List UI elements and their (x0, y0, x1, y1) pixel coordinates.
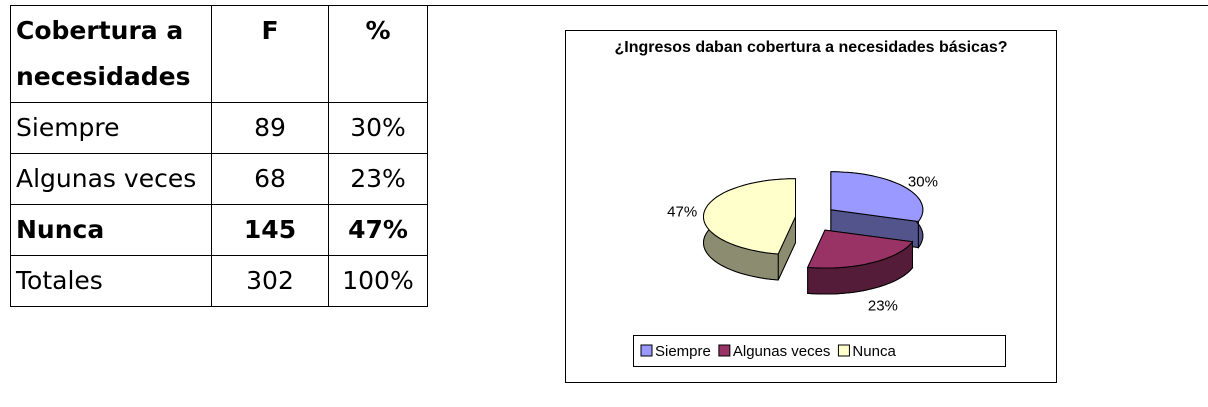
slice-top (830, 171, 924, 223)
cell: 302 (211, 255, 329, 307)
rule (10, 5, 1208, 6)
slice-top (806, 229, 914, 269)
slice-top (702, 178, 796, 255)
chart-box: ¿Ingresos daban cobertura a necesidades … (565, 30, 1058, 389)
cell: Nunca (10, 204, 212, 256)
data-label: 30% (908, 173, 938, 190)
table: Cobertura a necesidades F % Siempre 89 30%… (10, 5, 428, 307)
legend-frame (633, 335, 1006, 367)
data-label: 47% (667, 203, 697, 220)
legend-label: Algunas veces (733, 343, 831, 360)
legend-swatch (837, 344, 850, 357)
data-label: 23% (868, 297, 898, 314)
title-box: ¿Ingresos daban cobertura a necesidades … (614, 39, 1008, 56)
chart-frame (565, 30, 1057, 383)
legend-swatch (640, 344, 653, 357)
legend-label: Nunca (852, 343, 896, 360)
cell: 89 (211, 102, 329, 154)
cell: 68 (211, 153, 329, 205)
chart: ¿Ingresos daban cobertura a necesidades … (565, 30, 1057, 383)
cell: 47% (328, 204, 428, 256)
cell: 145 (211, 204, 329, 256)
cell: 30% (328, 102, 428, 154)
cell: Siempre (10, 102, 212, 154)
cell: 100% (328, 255, 428, 307)
cell: 23% (328, 153, 428, 205)
slice (702, 178, 796, 281)
cell: Algunas veces (10, 153, 212, 205)
chart-title: ¿Ingresos daban cobertura a necesidades … (614, 39, 1008, 56)
legend-swatch (718, 344, 731, 357)
header-cell: F (211, 5, 329, 103)
header-cell: % (328, 5, 428, 103)
cell: Totales (10, 255, 212, 307)
legend-label: Siempre (655, 343, 711, 360)
slice (806, 229, 914, 295)
header-cell: Cobertura a necesidades (10, 5, 212, 103)
